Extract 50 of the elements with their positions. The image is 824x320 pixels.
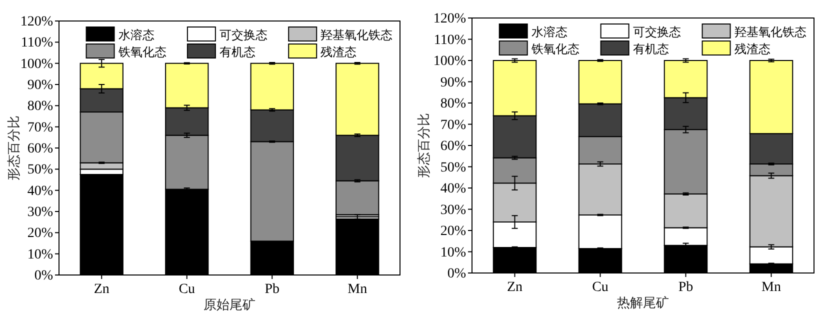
y-tick-label: 10%	[27, 247, 54, 262]
y-tick-label: 120%	[20, 14, 54, 30]
y-tick-label: 50%	[27, 162, 54, 178]
y-tick-label: 0%	[34, 268, 54, 284]
legend-label: 残渣态	[734, 42, 770, 56]
y-tick-label: 50%	[440, 160, 466, 176]
legend-label: 铁氧化态	[530, 42, 580, 56]
legend-label: 可交换态	[632, 25, 681, 39]
y-axis-title: 形态百分比	[7, 116, 22, 180]
y-tick-label: 120%	[433, 12, 466, 26]
y-tick-label: 110%	[434, 32, 466, 48]
x-tick-label: Cu	[178, 282, 196, 297]
x-tick-label: Mn	[762, 280, 781, 295]
y-tick-label: 30%	[440, 202, 466, 218]
y-tick-label: 110%	[20, 36, 54, 51]
x-tick-label: Zn	[94, 282, 110, 297]
legend-label: 铁氧化态	[117, 45, 166, 59]
y-tick-label: 100%	[433, 54, 466, 69]
y-tick-label: 90%	[440, 75, 466, 90]
legend-label: 羟基氧化铁态	[734, 25, 806, 39]
x-tick-label: Cu	[592, 280, 608, 295]
legend-label: 羟基氧化铁态	[320, 28, 393, 42]
y-tick-label: 0%	[447, 266, 466, 282]
y-tick-label: 20%	[440, 224, 466, 239]
x-tick-label: Zn	[506, 280, 523, 295]
y-tick-label: 30%	[27, 205, 54, 220]
legend-label: 残渣态	[320, 45, 357, 59]
x-tick-label: Mn	[348, 282, 368, 297]
y-tick-label: 20%	[27, 226, 54, 242]
y-tick-label: 90%	[27, 78, 54, 93]
y-tick-label: 60%	[27, 142, 54, 156]
y-tick-label: 40%	[27, 184, 54, 199]
x-tick-label: Pb	[264, 282, 280, 297]
y-tick-label: 100%	[20, 56, 54, 72]
x-axis-title: 原始尾矿	[204, 298, 256, 313]
legend-label: 有机态	[219, 45, 256, 59]
y-tick-label: 70%	[440, 118, 466, 133]
x-tick-label: Pb	[678, 280, 694, 295]
legend-label: 水溶态	[531, 25, 568, 39]
legend-label: 可交换态	[219, 28, 268, 42]
x-axis-title: 热解尾矿	[617, 296, 669, 311]
y-tick-label: 10%	[440, 245, 466, 260]
y-tick-label: 70%	[27, 120, 54, 136]
y-tick-label: 80%	[27, 99, 54, 114]
legend-label: 有机态	[632, 42, 669, 56]
y-axis-title: 形态百分比	[417, 113, 432, 178]
legend-label: 水溶态	[118, 28, 154, 42]
y-tick-label: 60%	[440, 139, 466, 154]
y-tick-label: 80%	[440, 96, 466, 112]
y-tick-label: 40%	[440, 182, 466, 196]
